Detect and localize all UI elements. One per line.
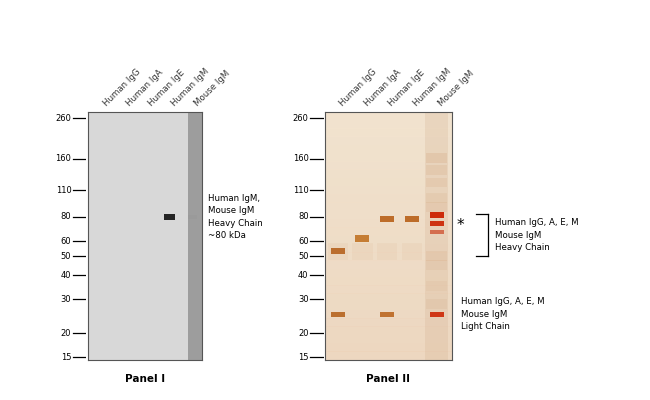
Bar	[430, 312, 443, 317]
Text: 260: 260	[55, 114, 72, 123]
Bar	[325, 144, 452, 153]
Text: Human IgA: Human IgA	[124, 68, 164, 108]
Bar	[430, 212, 443, 218]
Text: Mouse IgM: Mouse IgM	[192, 69, 231, 108]
Text: *: *	[457, 218, 465, 233]
Text: Human IgG: Human IgG	[101, 68, 142, 108]
Bar	[328, 243, 348, 260]
Text: Human IgG: Human IgG	[338, 68, 378, 108]
Bar	[426, 165, 447, 174]
Text: 50: 50	[61, 252, 72, 261]
Bar	[325, 161, 452, 170]
Bar	[425, 112, 448, 360]
Bar	[380, 312, 394, 317]
Text: Human IgM: Human IgM	[412, 67, 453, 108]
Bar	[325, 343, 452, 352]
Bar	[325, 194, 452, 203]
Bar	[430, 221, 443, 226]
Bar	[325, 252, 452, 261]
Text: Mouse IgM: Mouse IgM	[437, 69, 476, 108]
Bar	[325, 293, 452, 302]
Text: 80: 80	[298, 212, 309, 222]
Bar	[188, 112, 202, 360]
Text: Human IgG, A, E, M
Mouse IgM
Heavy Chain: Human IgG, A, E, M Mouse IgM Heavy Chain	[495, 218, 578, 252]
Text: 160: 160	[292, 154, 309, 163]
Bar	[426, 281, 447, 291]
Bar	[325, 268, 452, 277]
Bar	[325, 136, 452, 145]
Text: Human IgM: Human IgM	[170, 67, 211, 108]
Bar	[325, 178, 452, 186]
Bar	[188, 215, 197, 219]
Bar	[325, 285, 452, 294]
Text: 20: 20	[298, 328, 309, 338]
Bar	[430, 230, 443, 234]
Bar	[325, 318, 452, 327]
Bar	[325, 219, 452, 228]
Bar	[325, 326, 452, 335]
Text: Panel I: Panel I	[125, 374, 164, 384]
Bar	[325, 310, 452, 319]
Text: 30: 30	[60, 294, 72, 304]
Bar	[402, 243, 422, 260]
Bar	[426, 251, 447, 261]
Text: 160: 160	[55, 154, 72, 163]
Bar	[325, 202, 452, 211]
Bar	[426, 300, 447, 309]
Bar	[325, 120, 452, 128]
Bar	[426, 154, 447, 163]
Text: Human IgM,
Mouse IgM
Heavy Chain
~80 kDa: Human IgM, Mouse IgM Heavy Chain ~80 kDa	[208, 194, 263, 240]
Bar	[325, 153, 452, 162]
Bar	[356, 235, 369, 242]
Bar	[325, 211, 452, 220]
Text: 110: 110	[56, 186, 72, 195]
Bar	[325, 277, 452, 286]
Text: Human IgG, A, E, M
Mouse IgM
Light Chain: Human IgG, A, E, M Mouse IgM Light Chain	[461, 297, 545, 331]
Bar	[426, 178, 447, 188]
Text: Human IgE: Human IgE	[387, 68, 427, 108]
Bar	[325, 169, 452, 178]
Text: 40: 40	[61, 270, 72, 280]
Text: 15: 15	[298, 353, 309, 362]
Text: 260: 260	[292, 114, 309, 123]
Text: Human IgE: Human IgE	[147, 68, 187, 108]
Bar	[352, 243, 372, 260]
Bar	[325, 244, 452, 252]
Text: Human IgA: Human IgA	[363, 68, 402, 108]
Text: Panel II: Panel II	[367, 374, 410, 384]
Text: 15: 15	[61, 353, 72, 362]
Bar	[331, 312, 345, 317]
Text: 80: 80	[60, 212, 72, 222]
Bar	[325, 128, 452, 137]
Bar	[325, 351, 452, 360]
Bar	[377, 243, 397, 260]
Text: 20: 20	[61, 328, 72, 338]
Bar	[380, 216, 394, 222]
Bar	[426, 260, 447, 270]
Text: 60: 60	[298, 236, 309, 246]
Bar	[325, 302, 452, 310]
Bar	[325, 260, 452, 269]
Bar	[426, 193, 447, 203]
Bar	[164, 214, 176, 220]
Bar	[331, 248, 345, 254]
Text: 110: 110	[293, 186, 309, 195]
Bar	[325, 236, 452, 244]
Bar	[325, 112, 452, 120]
Text: 60: 60	[60, 236, 72, 246]
Bar	[405, 216, 419, 222]
Bar	[325, 335, 452, 344]
Bar	[426, 202, 447, 212]
Text: 40: 40	[298, 270, 309, 280]
Bar	[325, 227, 452, 236]
Text: 50: 50	[298, 252, 309, 261]
Bar	[325, 186, 452, 195]
Text: 30: 30	[298, 294, 309, 304]
